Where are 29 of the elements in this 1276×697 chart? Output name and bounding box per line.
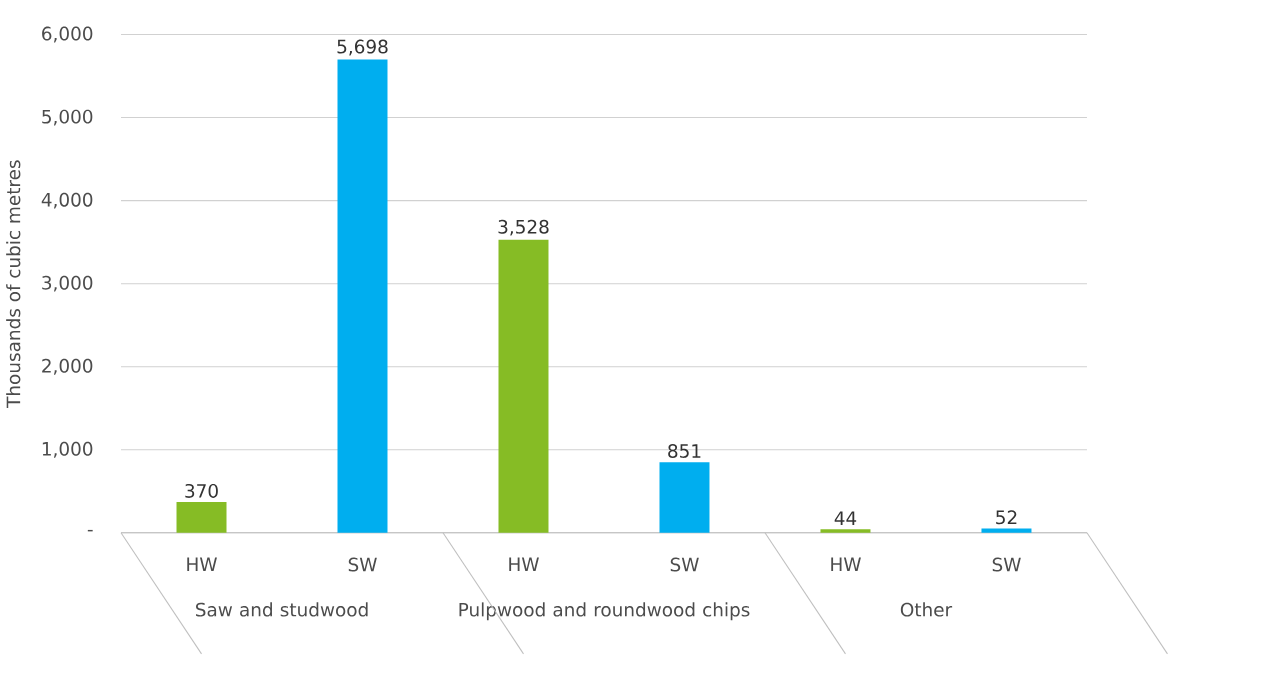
x-tick-label: SW — [992, 557, 1021, 572]
data-label: 851 — [668, 444, 701, 459]
y-tick-label: 2,000 — [42, 359, 93, 375]
data-label: 5,698 — [337, 39, 388, 56]
bar — [337, 59, 388, 534]
x-tick-label: SW — [348, 557, 377, 572]
x-tick-label: HW — [509, 557, 539, 572]
y-tick-label: - — [87, 530, 93, 532]
bar — [981, 528, 1032, 534]
x-tick-label: SW — [670, 557, 699, 572]
bar — [820, 529, 871, 534]
bar — [659, 462, 710, 534]
y-tick-label: 5,000 — [42, 109, 93, 126]
text: Saw and studwood — [195, 602, 368, 617]
y-tick-label: 4,000 — [41, 192, 93, 209]
y-tick-label: 1,000 — [42, 442, 93, 458]
data-label: 52 — [996, 510, 1017, 525]
bar — [176, 502, 227, 534]
y-axis-title: Thousands of cubic metres — [6, 160, 21, 409]
data-label: 44 — [834, 511, 857, 526]
y-tick-label: 3,000 — [42, 275, 93, 292]
x-tick-label: HW — [187, 557, 217, 572]
data-label: 370 — [185, 484, 218, 499]
text: Pulpwood and roundwood chips — [459, 602, 750, 621]
bar — [498, 240, 549, 534]
text: Other — [900, 602, 953, 617]
x-tick-label: HW — [831, 557, 861, 572]
data-label: 3,528 — [498, 219, 549, 236]
y-tick-label: 6,000 — [42, 26, 93, 43]
